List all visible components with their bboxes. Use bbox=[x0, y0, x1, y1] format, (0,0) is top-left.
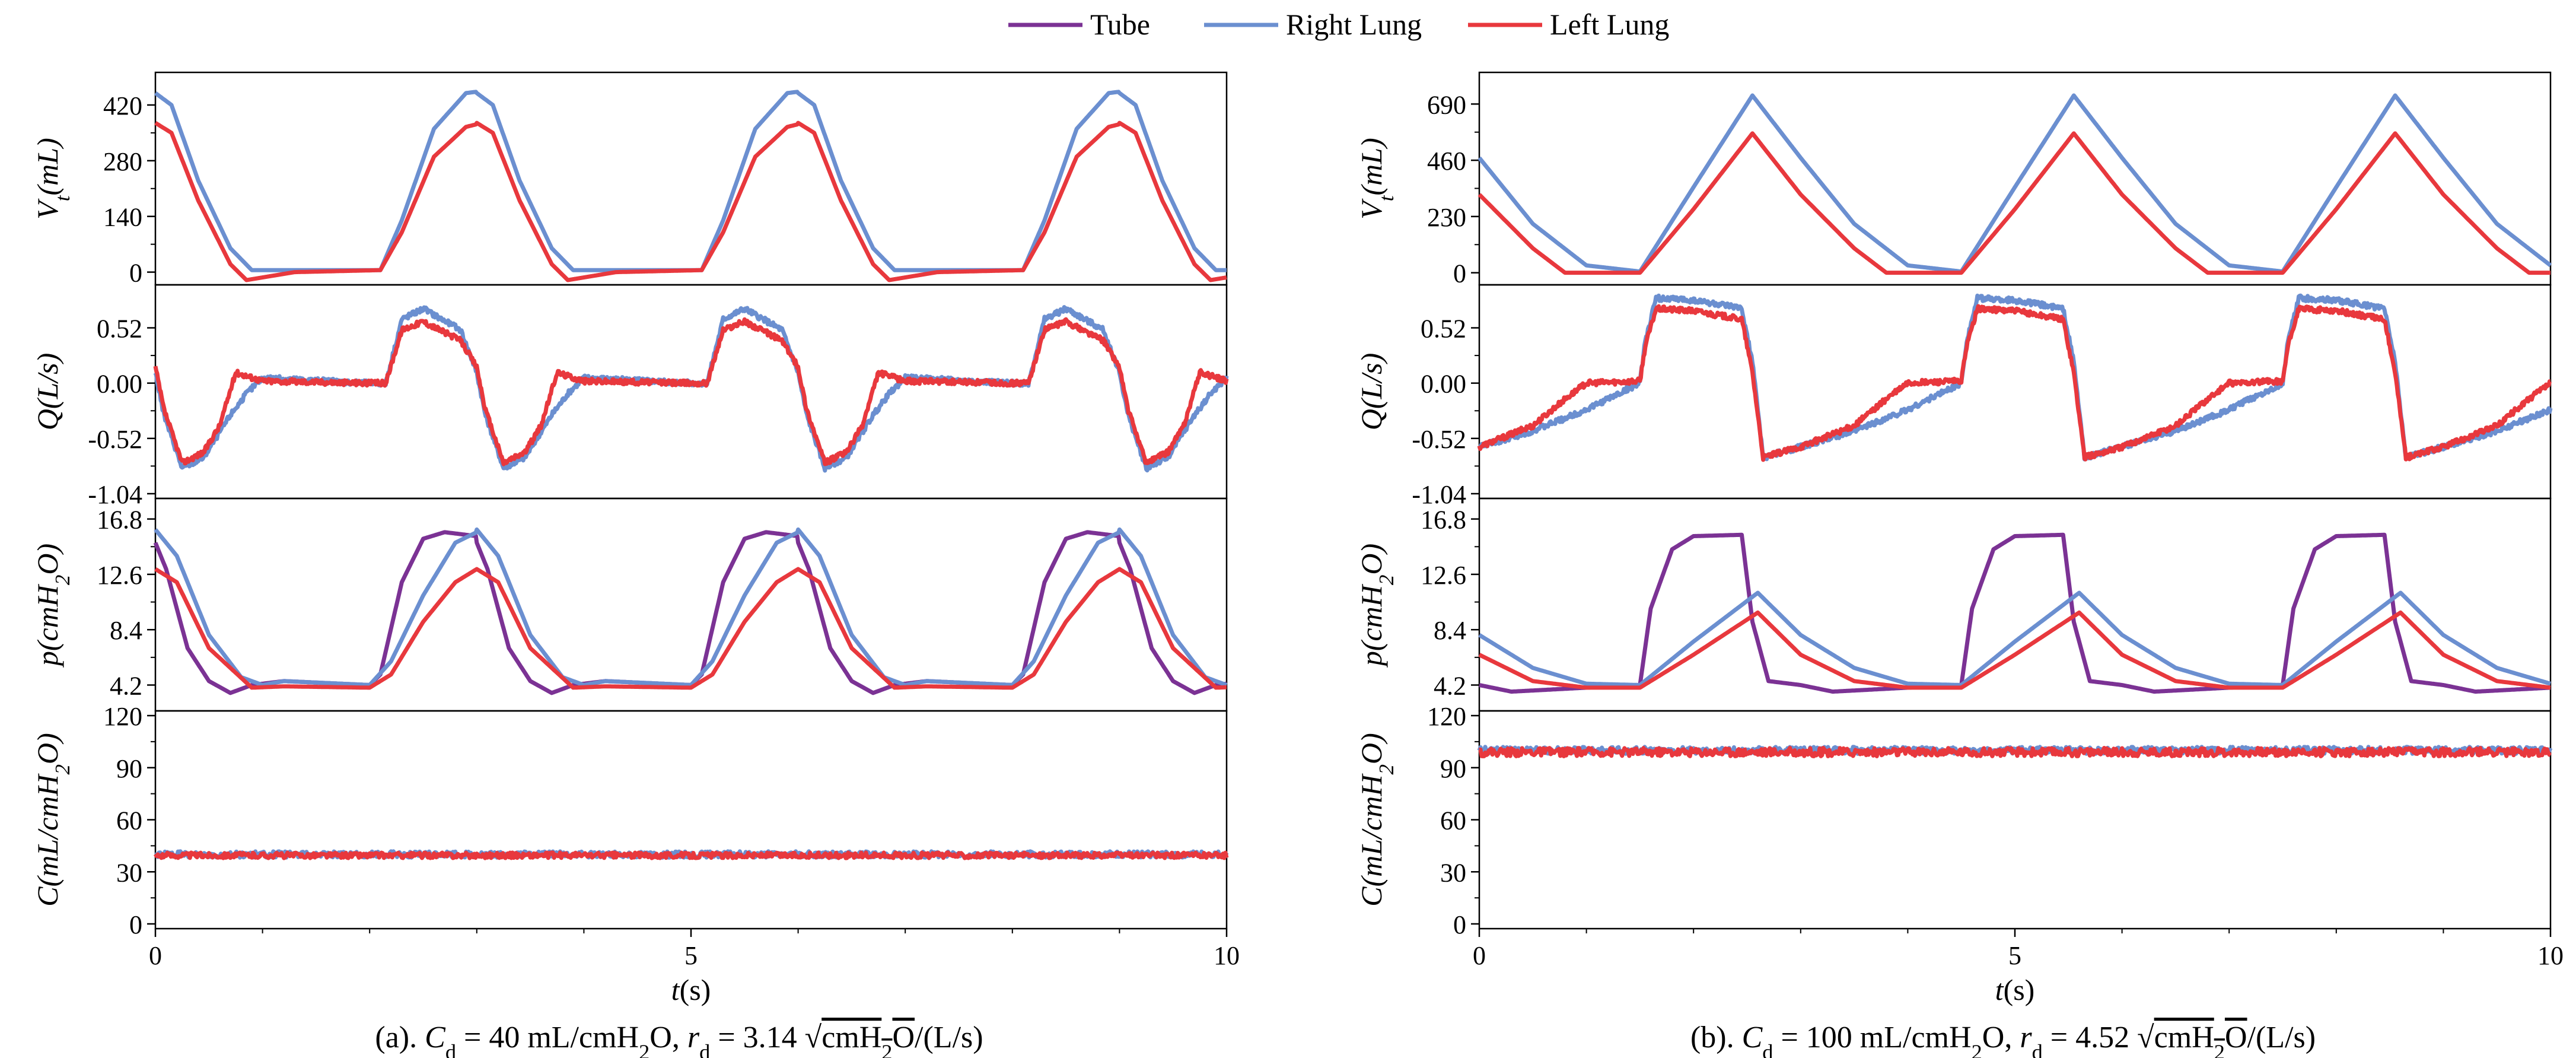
y-tick-label: 120 bbox=[103, 702, 142, 731]
y-tick-label: 0.00 bbox=[97, 370, 142, 399]
y-tick-label: 4.2 bbox=[110, 671, 142, 700]
y-tick-label: 690 bbox=[1427, 90, 1466, 119]
axes-frame bbox=[154, 284, 1228, 500]
series-right-lung bbox=[153, 305, 1229, 473]
y-tick-label: 0 bbox=[1453, 910, 1466, 939]
y-tick-label: 0 bbox=[129, 910, 142, 939]
y-tick-label: 0.00 bbox=[1421, 370, 1466, 399]
series-right-lung bbox=[1478, 93, 2552, 274]
y-tick-label: -1.04 bbox=[1412, 480, 1466, 509]
series-left-lung bbox=[1478, 745, 2552, 758]
y-tick-label: 8.4 bbox=[1434, 616, 1466, 645]
y-axis-label: Vt(mL) bbox=[31, 138, 74, 220]
y-tick-label: 30 bbox=[116, 858, 142, 887]
y-tick-label: 90 bbox=[116, 754, 142, 783]
series-right-lung bbox=[1478, 293, 2553, 462]
series-tube bbox=[153, 530, 1228, 695]
axes-frame bbox=[154, 710, 1228, 930]
y-axis-label: Vt(mL) bbox=[1355, 138, 1398, 220]
y-axis-label: p(cmH2O) bbox=[31, 544, 74, 668]
subplot-0-2: 4.2 8.4 12.6 16.8 p(cmH2O) bbox=[31, 497, 1228, 712]
y-tick-label: 0 bbox=[1453, 259, 1466, 288]
y-tick-label: 460 bbox=[1427, 147, 1466, 176]
panels: 0 140 280 420 Vt(mL) -1.04 -0.52 0.00 0.52 Q(L/s)… bbox=[31, 71, 2564, 1006]
x-tick-label: 5 bbox=[684, 941, 698, 970]
y-tick-label: 16.8 bbox=[97, 506, 142, 535]
y-tick-label: 30 bbox=[1440, 858, 1466, 887]
series-left-lung bbox=[153, 317, 1229, 466]
subplot-1-0: 0 230 460 690 Vt(mL) bbox=[1355, 71, 2552, 288]
series-right-lung bbox=[1478, 590, 2552, 687]
series-tube bbox=[1478, 532, 2552, 694]
y-tick-label: 60 bbox=[116, 806, 142, 835]
x-tick-label: 5 bbox=[2008, 941, 2021, 970]
legend-label-2: Left Lung bbox=[1550, 8, 1669, 41]
y-tick-label: 420 bbox=[103, 91, 142, 120]
x-tick-label: 10 bbox=[2537, 941, 2564, 970]
y-tick-label: 90 bbox=[1440, 754, 1466, 783]
y-tick-label: 16.8 bbox=[1421, 506, 1466, 535]
subplot-0-1: -1.04 -0.52 0.00 0.52 Q(L/s) bbox=[31, 284, 1229, 509]
y-tick-label: 0.52 bbox=[1421, 314, 1466, 344]
x-tick-label: 0 bbox=[149, 941, 162, 970]
y-tick-label: 140 bbox=[103, 203, 142, 232]
y-tick-label: 12.6 bbox=[1421, 561, 1466, 590]
y-tick-label: 8.4 bbox=[110, 616, 142, 645]
subplot-1-2: 4.2 8.4 12.6 16.8 p(cmH2O) bbox=[1355, 497, 2552, 712]
legend-label-1: Right Lung bbox=[1286, 8, 1422, 41]
y-tick-label: -0.52 bbox=[88, 425, 142, 454]
y-tick-label: 0.52 bbox=[97, 314, 142, 344]
subplot-1-1: -1.04 -0.52 0.00 0.52 Q(L/s) bbox=[1355, 284, 2553, 509]
y-tick-label: 0 bbox=[129, 259, 142, 288]
captions: (a). Cd = 40 mL/cmH2O, rd = 3.14 √cmH2O/… bbox=[375, 1021, 2316, 1058]
x-tick-label: 10 bbox=[1214, 941, 1240, 970]
series-left-lung bbox=[154, 850, 1229, 860]
y-tick-label: -1.04 bbox=[88, 480, 142, 509]
axes-frame bbox=[154, 497, 1228, 712]
x-axis-label: t(s) bbox=[671, 973, 711, 1006]
y-axis-label: Q(L/s) bbox=[1355, 353, 1388, 431]
y-tick-label: 230 bbox=[1427, 203, 1466, 232]
x-axis-label: t(s) bbox=[1995, 973, 2035, 1006]
series-left-lung bbox=[154, 120, 1228, 282]
chart-1: 0 230 460 690 Vt(mL) -1.04 -0.52 0.00 0.52 Q(L/s)… bbox=[1355, 71, 2564, 1006]
y-axis-label: C(mL/cmH2O) bbox=[1355, 733, 1398, 907]
legend-label-0: Tube bbox=[1090, 8, 1150, 41]
y-axis-label: Q(L/s) bbox=[31, 353, 64, 431]
caption-1: (b). Cd = 100 mL/cmH2O, rd = 4.52 √cmH2O… bbox=[1690, 1021, 2316, 1058]
caption-0: (a). Cd = 40 mL/cmH2O, rd = 3.14 √cmH2O/… bbox=[375, 1021, 983, 1058]
y-axis-label: p(cmH2O) bbox=[1355, 544, 1398, 668]
series-left-lung bbox=[154, 567, 1228, 690]
y-tick-label: -0.52 bbox=[1412, 425, 1466, 454]
subplot-0-3: 0 30 60 90 120 C(mL/cmH2O) 0 5 10 t(s) bbox=[31, 702, 1240, 1006]
series-left-lung bbox=[1478, 610, 2552, 690]
y-tick-label: 4.2 bbox=[1434, 671, 1466, 700]
axes-frame bbox=[1478, 284, 2552, 500]
y-tick-label: 280 bbox=[103, 147, 142, 176]
y-tick-label: 60 bbox=[1440, 806, 1466, 835]
subplot-0-0: 0 140 280 420 Vt(mL) bbox=[31, 71, 1228, 288]
legend: Tube Right Lung Left Lung bbox=[1008, 8, 1669, 41]
chart-0: 0 140 280 420 Vt(mL) -1.04 -0.52 0.00 0.52 Q(L/s)… bbox=[31, 71, 1240, 1006]
y-tick-label: 120 bbox=[1427, 702, 1466, 731]
y-tick-label: 12.6 bbox=[97, 561, 142, 590]
x-tick-label: 0 bbox=[1473, 941, 1486, 970]
axes-frame bbox=[1478, 710, 2552, 930]
series-left-lung bbox=[1478, 131, 2552, 275]
series-left-lung bbox=[1477, 304, 2552, 462]
subplot-1-3: 0 30 60 90 120 C(mL/cmH2O) 0 5 10 t(s) bbox=[1355, 702, 2564, 1006]
series-right-lung bbox=[154, 527, 1228, 687]
y-axis-label: C(mL/cmH2O) bbox=[31, 733, 74, 907]
